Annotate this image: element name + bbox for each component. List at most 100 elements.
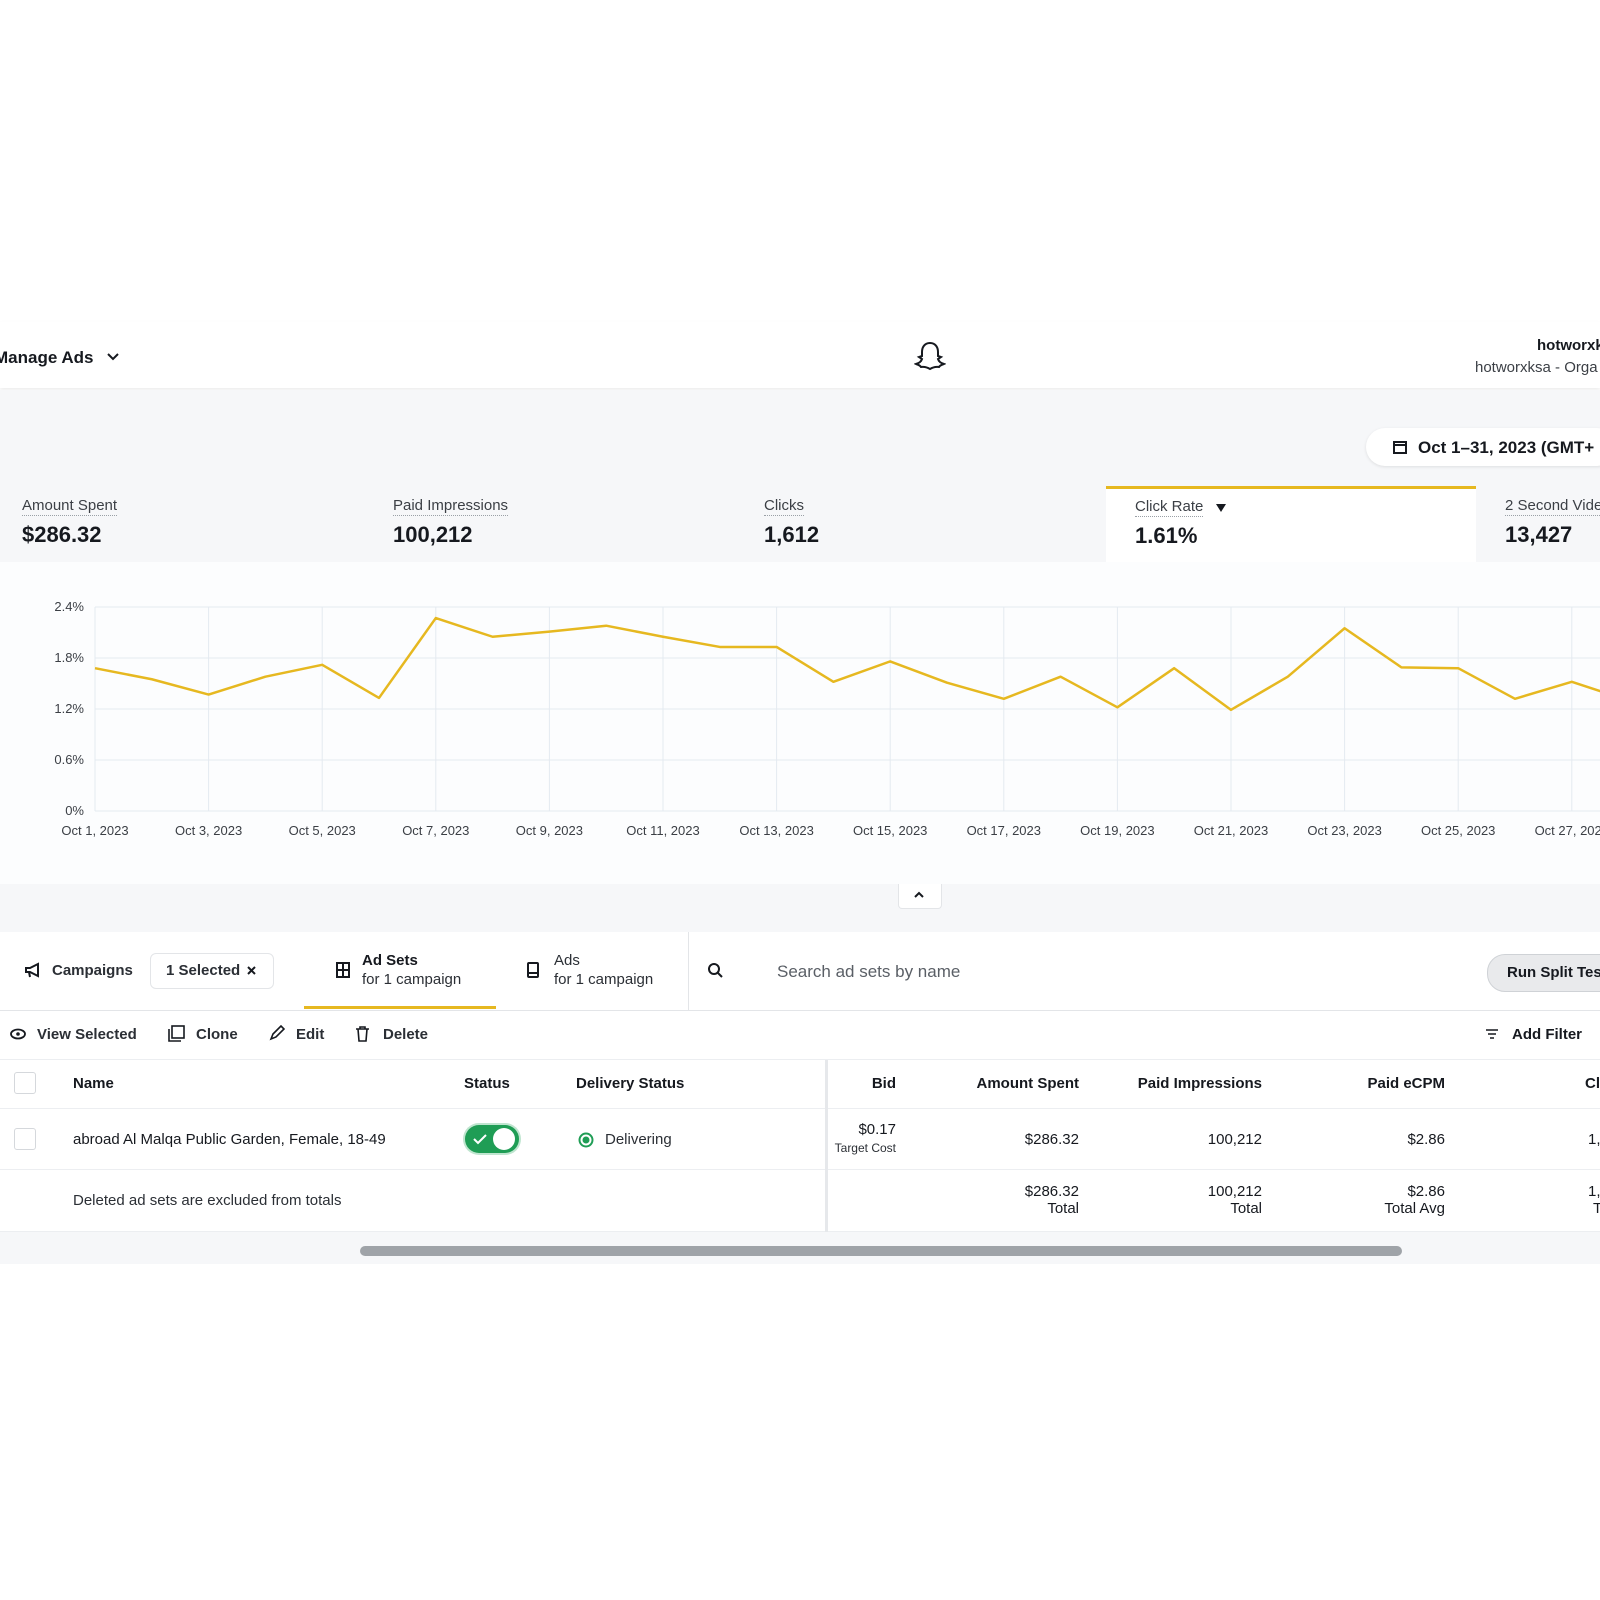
selected-chip[interactable]	[150, 953, 274, 989]
column-header[interactable]: Bid	[871, 1075, 896, 1092]
split-test-label[interactable]: Run Split Test	[1507, 964, 1600, 981]
column-header[interactable]: Status	[464, 1075, 510, 1092]
active-tab-indicator	[304, 1006, 496, 1009]
clone-icon	[168, 1025, 185, 1042]
chevron-up[interactable]	[913, 890, 925, 900]
metric-label[interactable]: Paid Impressions	[393, 497, 509, 516]
x-tick-label: Oct 15, 2023	[853, 823, 927, 838]
metric-value: 100,212	[393, 522, 473, 547]
eye-icon	[10, 1028, 26, 1040]
column-header[interactable]: Paid eCPM	[1367, 1075, 1445, 1092]
selected-count[interactable]: 1 Selected	[166, 962, 241, 979]
metric-value: 1,612	[764, 522, 820, 547]
x-tick-label: Oct 19, 2023	[1080, 823, 1154, 838]
collapse-button[interactable]	[898, 884, 942, 909]
metric-value: 1.61%	[1135, 523, 1198, 548]
top-bar	[0, 322, 1600, 388]
tab-bar	[0, 932, 1600, 1011]
y-tick-label: 2.4%	[54, 599, 84, 614]
y-tick-label: 0.6%	[54, 752, 84, 767]
checkbox[interactable]	[14, 1072, 36, 1094]
x-tick-label: Oct 5, 2023	[289, 823, 356, 838]
total-label: Total	[1047, 1200, 1079, 1217]
logo[interactable]	[914, 340, 946, 374]
edit[interactable]: Edit	[296, 1026, 325, 1043]
page-title[interactable]: Manage Ads	[0, 348, 94, 367]
x-tick-label: Oct 9, 2023	[516, 823, 583, 838]
metric-value: 13,427	[1505, 522, 1573, 547]
metric-label[interactable]: 2 Second Vide	[1505, 497, 1600, 516]
delivery-dot	[578, 1132, 594, 1148]
clear-icon[interactable]	[246, 965, 257, 976]
chevron[interactable]	[106, 350, 120, 364]
column-header[interactable]: Cl	[1585, 1075, 1600, 1092]
dropdown-icon[interactable]	[1215, 503, 1227, 513]
data-line	[94, 616, 1600, 712]
paid-ecpm: $2.86	[1407, 1131, 1445, 1148]
x-tick-label: Oct 7, 2023	[402, 823, 469, 838]
add-filter[interactable]: Add Filter	[1512, 1026, 1582, 1043]
account-name[interactable]: hotworxk	[1537, 337, 1600, 354]
tab-ad-sets-sub: for 1 campaign	[362, 971, 462, 988]
bid-type: Target Cost	[834, 1141, 896, 1155]
total-label: T	[1593, 1200, 1600, 1217]
date-range[interactable]: Oct 1–31, 2023 (GMT+	[1418, 438, 1595, 457]
checkbox[interactable]	[14, 1128, 36, 1150]
toggle-knob	[493, 1128, 515, 1150]
edit-icon	[269, 1025, 285, 1041]
divider	[688, 932, 689, 1010]
search-input[interactable]: Search ad sets by name	[777, 962, 961, 981]
row-border	[0, 1231, 1600, 1232]
total-paid-impressions: 100,212	[1207, 1183, 1262, 1200]
x-tick-label: Oct 13, 2023	[739, 823, 813, 838]
scrollbar[interactable]	[360, 1246, 1402, 1256]
total-clicks: 1,	[1588, 1183, 1600, 1200]
metric-label[interactable]: Amount Spent	[22, 497, 118, 516]
delivery-status: Delivering	[605, 1131, 672, 1148]
metric-value: $286.32	[22, 522, 102, 547]
x-tick-label: Oct 27, 2023	[1535, 823, 1600, 838]
clone[interactable]: Clone	[196, 1026, 238, 1043]
x-tick-label: Oct 25, 2023	[1421, 823, 1495, 838]
amount-spent: $286.32	[1024, 1131, 1079, 1148]
search-icon	[708, 963, 723, 978]
metric-card-selected[interactable]	[1106, 486, 1476, 565]
totals-note: Deleted ad sets are excluded from totals	[73, 1192, 342, 1209]
tab-ad-sets[interactable]: Ad Sets	[362, 952, 418, 969]
row-border	[0, 1108, 1600, 1109]
bid: $0.17	[858, 1121, 896, 1138]
delete[interactable]: Delete	[383, 1026, 429, 1043]
column-header[interactable]: Paid Impressions	[1137, 1075, 1262, 1092]
x-tick-label: Oct 23, 2023	[1307, 823, 1381, 838]
column-header[interactable]: Name	[73, 1075, 114, 1092]
frozen-divider	[825, 1060, 828, 1232]
total-paid-ecpm: $2.86	[1407, 1183, 1445, 1200]
check-icon	[473, 1134, 487, 1145]
x-tick-label: Oct 3, 2023	[175, 823, 242, 838]
calendar-icon	[1393, 441, 1407, 454]
y-tick-label: 1.2%	[54, 701, 84, 716]
table	[0, 1060, 1600, 1232]
tab-campaigns[interactable]: Campaigns	[52, 962, 133, 979]
view-selected[interactable]: View Selected	[37, 1026, 137, 1043]
action-bar	[0, 1011, 1600, 1060]
column-header[interactable]: Delivery Status	[576, 1075, 685, 1092]
tab-ads[interactable]: Ads	[554, 952, 580, 969]
adsets-icon	[336, 962, 350, 978]
metric-label[interactable]: Click Rate	[1135, 498, 1204, 517]
total-label: Total	[1230, 1200, 1262, 1217]
delete-icon	[356, 1026, 369, 1042]
megaphone-icon	[25, 962, 39, 978]
paid-impressions: 100,212	[1207, 1131, 1262, 1148]
ads-icon	[527, 962, 539, 978]
clicks: 1,	[1588, 1131, 1600, 1148]
account-org[interactable]: hotworxksa - Orga	[1475, 359, 1598, 376]
total-label: Total Avg	[1384, 1200, 1445, 1217]
metric-label[interactable]: Clicks	[764, 497, 804, 516]
chart: Oct 1, 2023 Oct 3, 2023 Oct 5, 2023 Oct 7, …	[54, 599, 1600, 838]
ad-set-name[interactable]: abroad Al Malqa Public Garden, Female, 1…	[73, 1131, 386, 1148]
column-header[interactable]: Amount Spent	[976, 1075, 1080, 1092]
split-test-button[interactable]	[1487, 954, 1600, 992]
gap	[0, 884, 1600, 932]
